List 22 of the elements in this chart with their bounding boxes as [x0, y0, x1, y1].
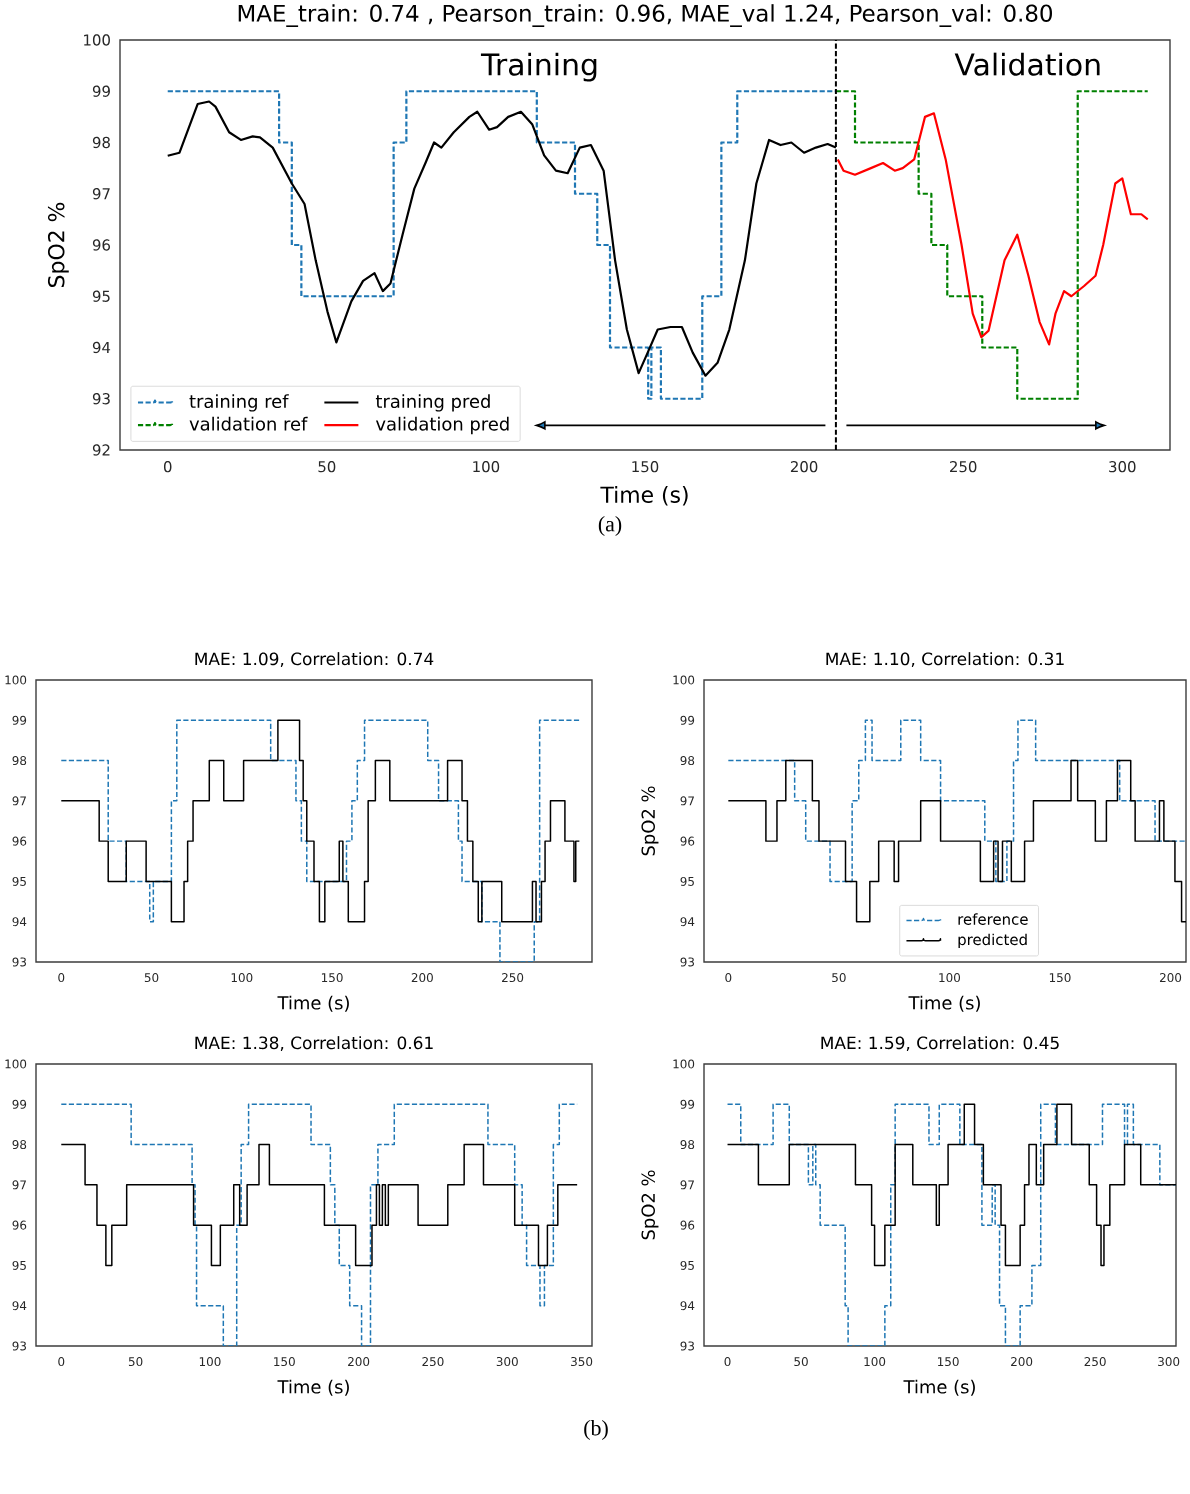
- x-axis-title: Time (s): [277, 1379, 349, 1396]
- x-axis-title: Time (s): [903, 1379, 975, 1396]
- annotation: Validation: [954, 52, 1100, 76]
- text: (a): [598, 516, 622, 536]
- y-axis-title: SpO2 %: [641, 786, 659, 856]
- legend-label: training ref: [189, 394, 289, 412]
- legend-label: validation pred: [375, 416, 509, 435]
- y-axis-title: SpO2 %: [641, 1170, 659, 1240]
- chart-title: MAE: 1.38, Correlation: 0.61: [195, 1036, 433, 1051]
- annotation: Training: [480, 52, 597, 82]
- line-series: [836, 112, 1149, 346]
- x-axis-title: Time (s): [600, 485, 688, 506]
- chart-title: MAE: 1.10, Correlation: 0.31: [826, 652, 1064, 667]
- y-axis-title: SpO2 %: [47, 202, 69, 287]
- text: (b): [584, 1420, 608, 1440]
- legend-label: training pred: [375, 394, 490, 412]
- x-axis-title: Time (s): [908, 995, 980, 1012]
- x-axis-title: Time (s): [277, 995, 349, 1012]
- chart-title: MAE: 1.59, Correlation: 0.45: [821, 1036, 1059, 1051]
- chart-title: MAE_train: 0.74 , Pearson_train: 0.96, MAE_val 1.24, Pearson_val: 0.80: [238, 4, 1052, 27]
- legend-label: validation ref: [189, 416, 308, 431]
- chart-title: MAE: 1.09, Correlation: 0.74: [195, 652, 434, 667]
